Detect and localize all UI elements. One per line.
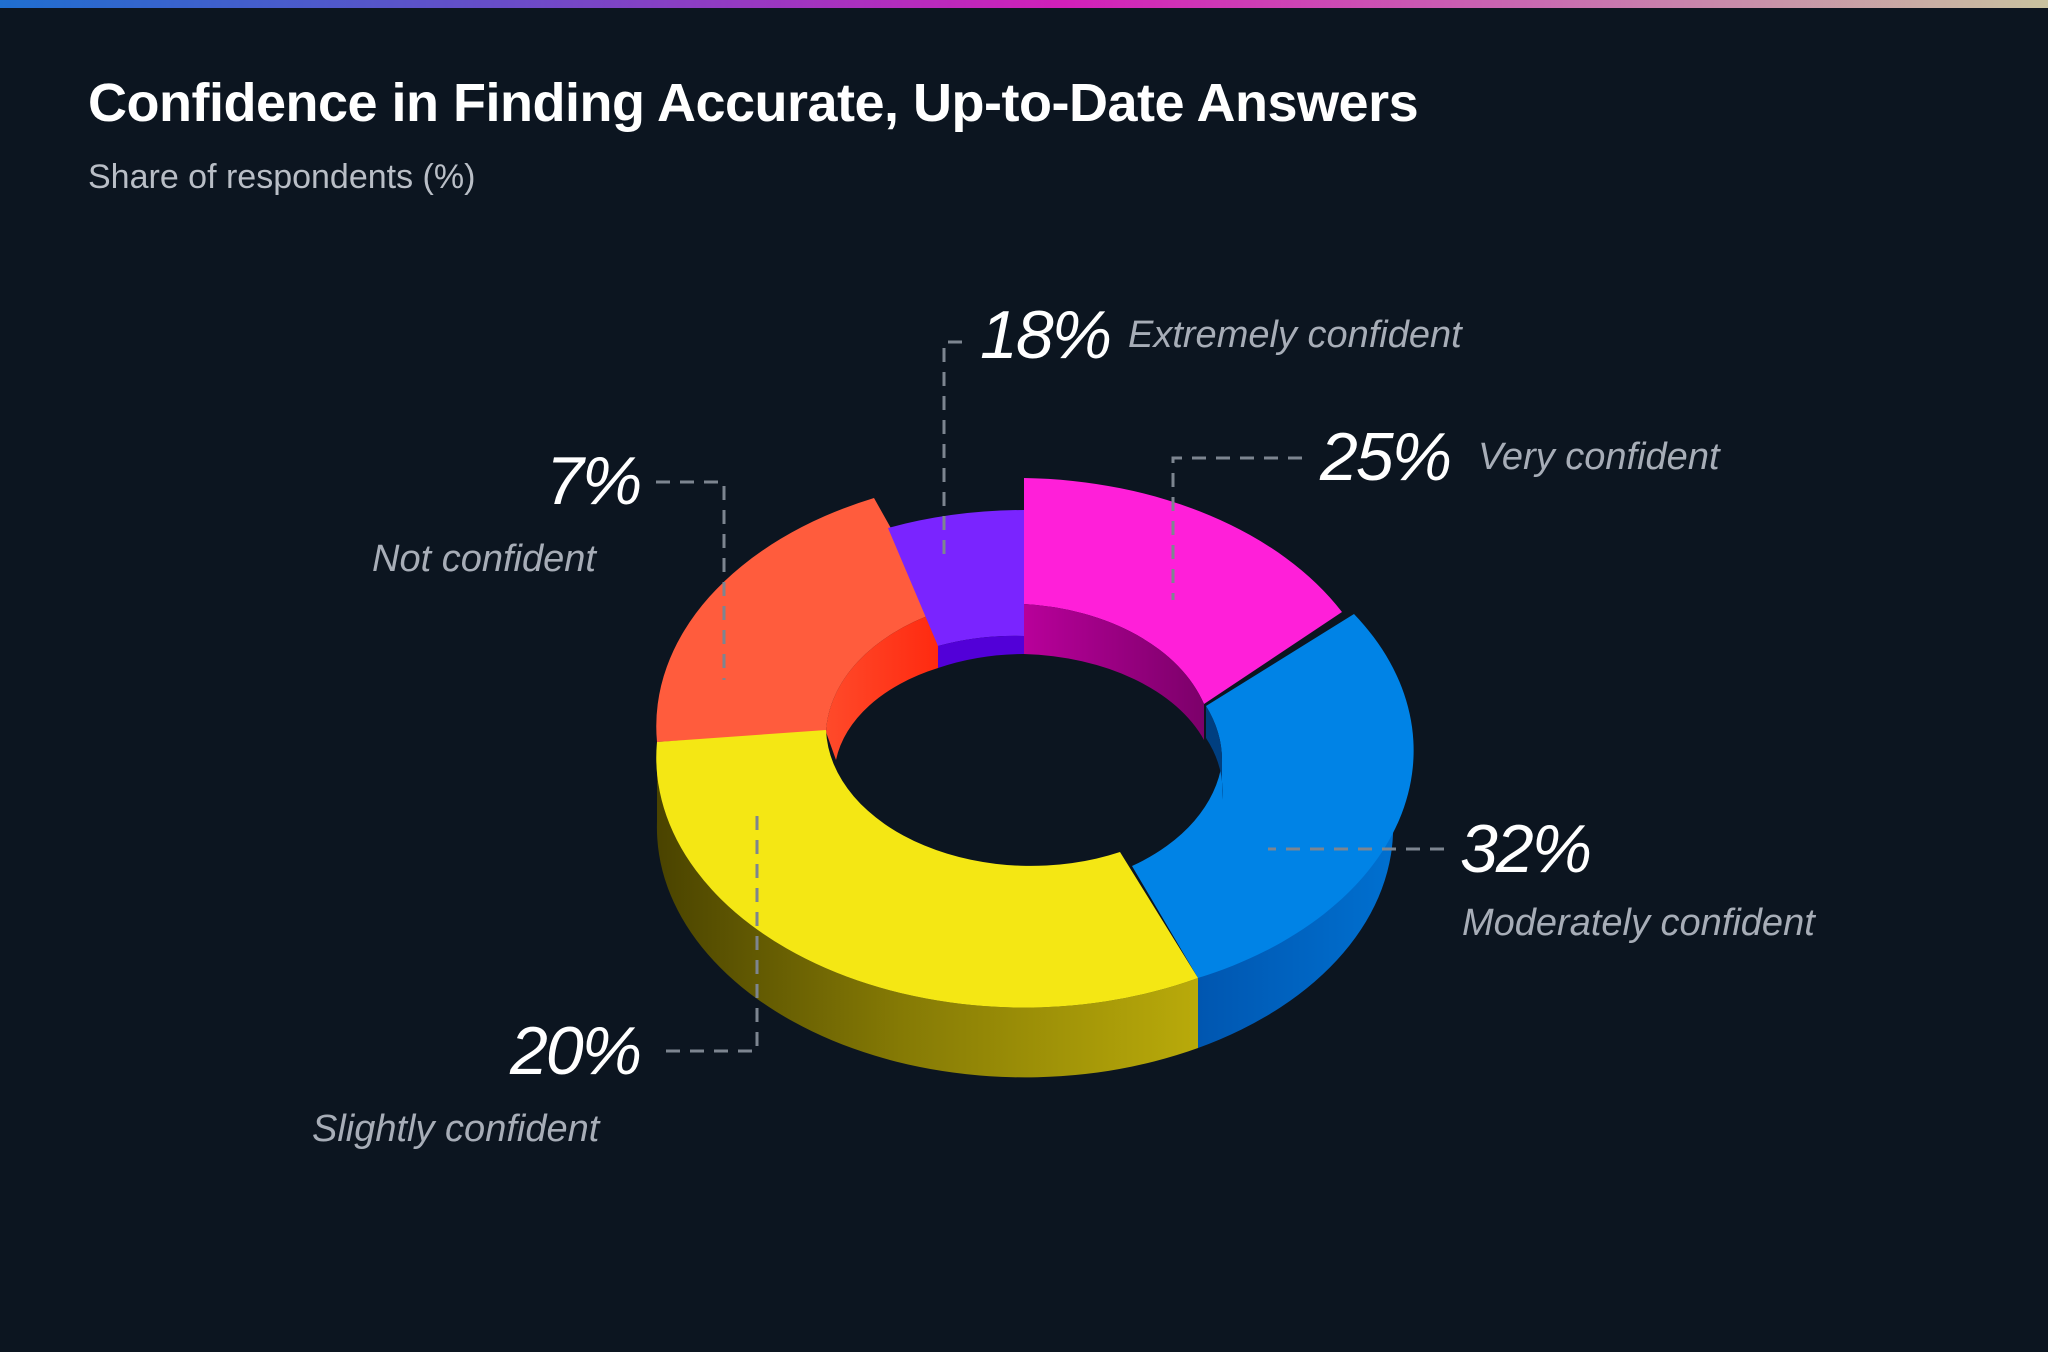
leader-slightly xyxy=(666,816,759,1053)
slice-moderately-confident[interactable] xyxy=(1132,614,1414,1048)
slice-very-confident[interactable] xyxy=(1024,478,1342,740)
leader-not xyxy=(656,480,726,680)
chart-title: Confidence in Finding Accurate, Up-to-Da… xyxy=(88,73,1419,133)
leader-extremely xyxy=(942,340,962,560)
value-moderately-confident: 32% xyxy=(1460,811,1592,887)
value-not-confident: 7% xyxy=(546,443,642,519)
value-slightly-confident: 20% xyxy=(510,1013,642,1089)
label-slightly-confident: Slightly confident xyxy=(312,1108,600,1150)
value-very-confident: 25% xyxy=(1320,419,1452,495)
slice-extremely-confident[interactable] xyxy=(888,510,1024,668)
leader-very xyxy=(1171,456,1302,600)
value-extremely-confident: 18% xyxy=(980,297,1112,373)
top-gradient-bar xyxy=(0,0,2048,8)
slice-slightly-confident[interactable] xyxy=(656,730,1198,1078)
label-moderately-confident: Moderately confident xyxy=(1462,902,1815,944)
chart-subtitle: Share of respondents (%) xyxy=(88,158,476,196)
label-not-confident: Not confident xyxy=(372,538,596,580)
label-extremely-confident: Extremely confident xyxy=(1128,314,1462,356)
label-very-confident: Very confident xyxy=(1478,436,1720,478)
leader-lines xyxy=(656,340,1444,1053)
